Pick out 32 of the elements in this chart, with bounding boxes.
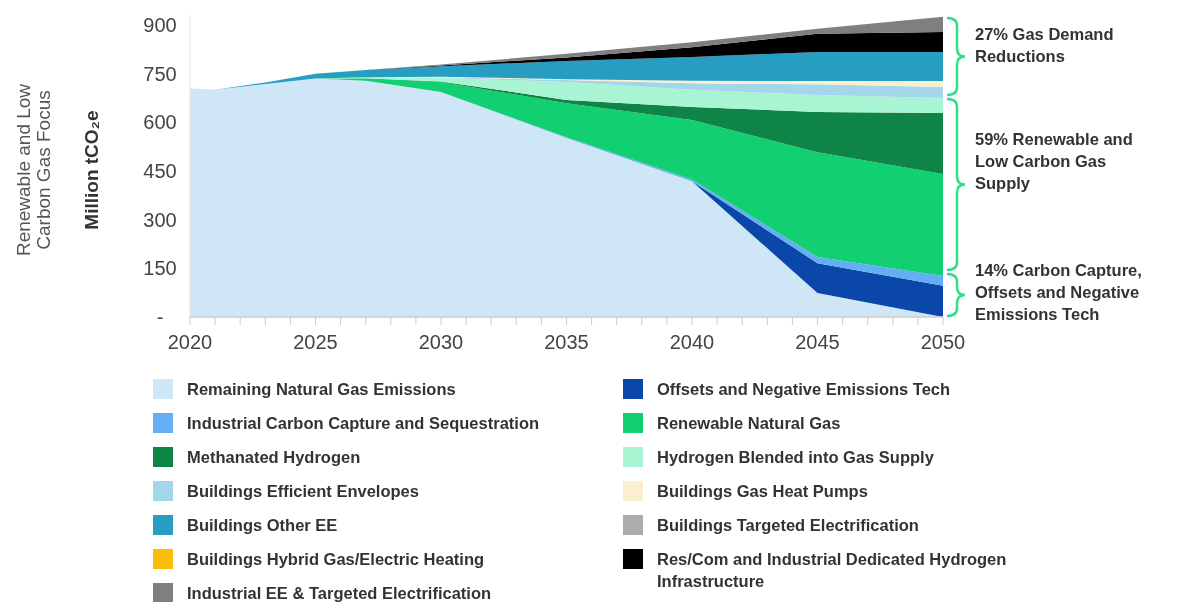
- legend-label: Remaining Natural Gas Emissions: [187, 380, 456, 398]
- x-tick-label: 2030: [418, 331, 464, 353]
- legend-label: Industrial EE & Targeted Electrification: [187, 584, 492, 602]
- legend-label: Buildings Gas Heat Pumps: [657, 482, 868, 500]
- y-tick-label: 750: [143, 62, 177, 85]
- legend-label: Methanated Hydrogen: [187, 448, 361, 466]
- y-tick-label: 300: [143, 208, 177, 231]
- x-tick-label: 2025: [293, 331, 338, 353]
- legend-label: Industrial Carbon Capture and Sequestration: [187, 414, 540, 432]
- legend-label: Buildings Hybrid Gas/Electric Heating: [187, 550, 485, 568]
- y-axis-title: Million tCO₂e: [81, 110, 102, 230]
- y-tick-label: -: [156, 306, 164, 328]
- y-tick-label: 150: [143, 257, 177, 280]
- legend-label: Renewable Natural Gas: [657, 414, 841, 432]
- x-tick-label: 2050: [920, 331, 966, 353]
- text: Renewable and Low Carbon Gas Focus: [13, 83, 54, 257]
- legend-label: Res/Com and Industrial Dedicated Hydrogen Infrastructure: [657, 550, 1007, 590]
- legend-label: Offsets and Negative Emissions Tech: [657, 380, 951, 398]
- legend-label: Buildings Other EE: [187, 516, 338, 534]
- x-tick-label: 2020: [167, 331, 213, 353]
- x-tick-label: 2040: [669, 331, 715, 353]
- x-tick-label: 2045: [795, 331, 840, 353]
- text: 27% Gas Demand Reductions: [975, 25, 1114, 65]
- legend-label: Hydrogen Blended into Gas Supply: [657, 448, 935, 466]
- y-tick-label: 900: [143, 13, 177, 36]
- text: 59% Renewable and Low Carbon Gas Supply: [975, 129, 1133, 192]
- y-tick-label: 450: [143, 159, 177, 182]
- text: 14% Carbon Capture, Offsets and Negative Emissions Tech: [975, 261, 1142, 323]
- x-tick-label: 2035: [544, 331, 589, 353]
- legend-label: Buildings Targeted Electrification: [657, 516, 919, 534]
- y-tick-label: 600: [143, 111, 177, 134]
- legend-label: Buildings Efficient Envelopes: [187, 482, 419, 500]
